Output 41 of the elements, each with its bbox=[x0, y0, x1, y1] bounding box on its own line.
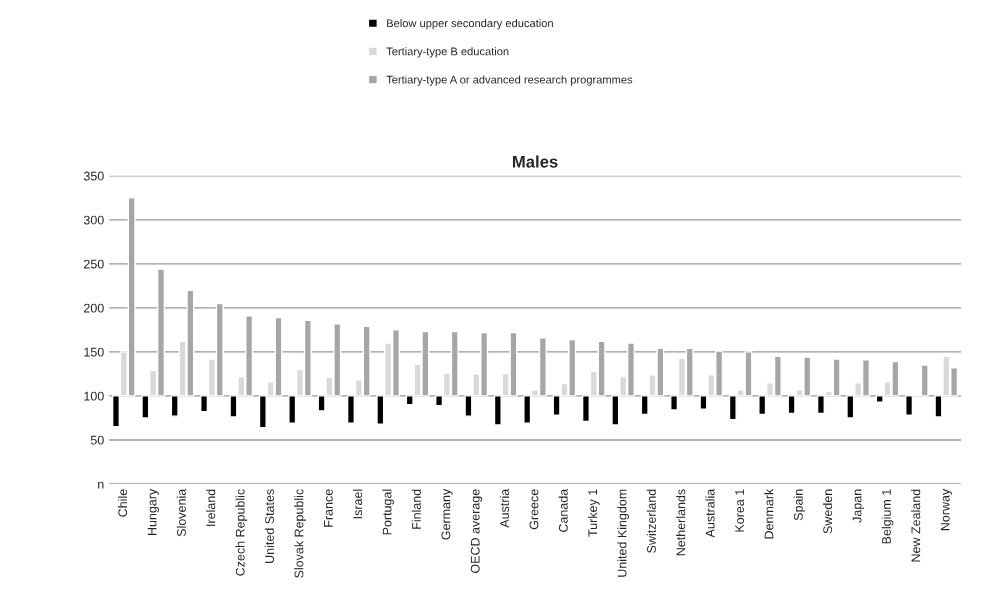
x-tick-label: France bbox=[324, 489, 333, 527]
legend-label: Tertiary-type B education bbox=[386, 47, 509, 58]
x-tick-label: Finland bbox=[411, 489, 421, 529]
x-tick-label: OECD average bbox=[470, 489, 483, 573]
x-tick-label: New Zealand bbox=[911, 489, 921, 562]
chart-title: Males bbox=[512, 155, 558, 168]
x-tick-label: Israel bbox=[352, 489, 363, 519]
x-tick-label: United States bbox=[264, 489, 275, 563]
x-tick-label: Austria bbox=[499, 488, 510, 528]
x-tick-label: Japan bbox=[852, 489, 864, 523]
x-tick-label: Slovak Republic bbox=[294, 489, 306, 578]
y-tick-label: 250 bbox=[84, 259, 104, 269]
x-tick-label: Czech Republic bbox=[235, 489, 248, 576]
x-tick-label: Germany bbox=[441, 488, 453, 540]
y-tick-label: 100 bbox=[84, 391, 104, 401]
x-tick-label: Belgium 1 bbox=[881, 489, 894, 544]
x-tick-label: United Kingdom bbox=[617, 489, 629, 577]
x-tick-label: Netherlands bbox=[676, 489, 686, 556]
y-tick-label: 350 bbox=[83, 171, 104, 181]
y-tick-label: n bbox=[98, 481, 104, 489]
x-tick-label: Chile bbox=[117, 489, 128, 517]
x-tick-label: Switzerland bbox=[646, 489, 656, 553]
legend-label: Below upper secondary education bbox=[387, 19, 553, 30]
x-tick-label: Greece bbox=[529, 489, 539, 530]
x-tick-label: Sweden bbox=[822, 489, 833, 534]
x-tick-label: Turkey 1 bbox=[587, 489, 600, 537]
x-tick-label: Ireland bbox=[206, 489, 216, 526]
x-tick-label: Australia bbox=[705, 488, 715, 538]
y-tick-label: 300 bbox=[83, 215, 104, 225]
x-tick-label: Norway bbox=[940, 488, 953, 531]
legend-label: Tertiary-type A or advanced research programmes bbox=[386, 75, 633, 86]
x-tick-label: Hungary bbox=[147, 488, 159, 536]
y-tick-label: 150 bbox=[84, 347, 104, 357]
x-tick-label: Portugal bbox=[382, 489, 394, 535]
x-tick-label: Canada bbox=[558, 488, 568, 532]
x-tick-label: Korea 1 bbox=[735, 489, 745, 532]
x-tick-label: Spain bbox=[793, 489, 806, 521]
y-tick-label: 200 bbox=[84, 303, 104, 313]
x-tick-label: Denmark bbox=[764, 488, 774, 539]
y-tick-label: 50 bbox=[90, 435, 104, 445]
x-tick-label: Slovenia bbox=[176, 488, 186, 537]
